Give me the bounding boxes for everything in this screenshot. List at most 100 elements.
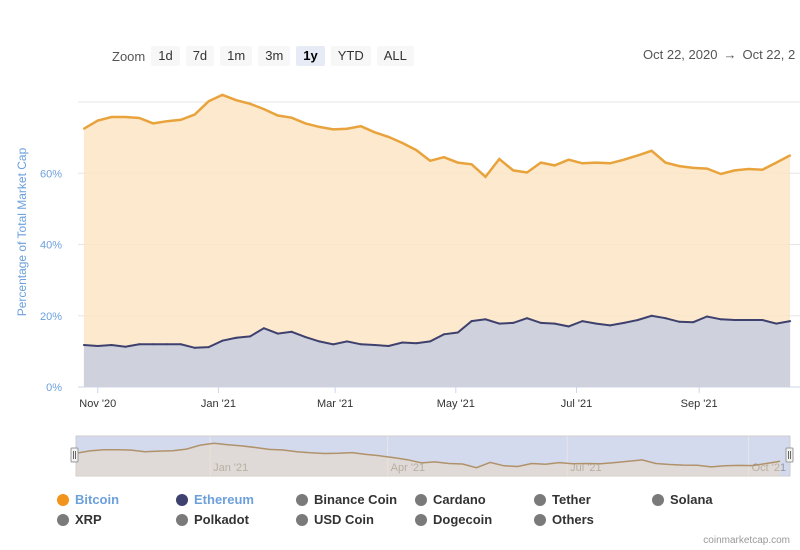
bitcoin-line [83, 93, 791, 179]
legend-item-solana[interactable]: Solana [652, 492, 713, 507]
ethereum-point [179, 343, 182, 346]
legend-item-usd-coin[interactable]: USD Coin [296, 512, 374, 527]
ethereum-point [761, 319, 764, 322]
ethereum-point [456, 331, 459, 334]
legend-item-binance-coin[interactable]: Binance Coin [296, 492, 397, 507]
ethereum-point [235, 336, 238, 339]
x-tick-label: Jan '21 [201, 398, 236, 410]
ethereum-area [83, 315, 791, 387]
bitcoin-point [484, 175, 487, 178]
credits[interactable]: coinmarketcap.com [703, 535, 790, 546]
navigator-right-handle[interactable] [785, 447, 794, 463]
bitcoin-point [415, 149, 418, 152]
ethereum-point [193, 346, 196, 349]
bitcoin-point [456, 161, 459, 164]
legend-label: Ethereum [194, 492, 254, 507]
legend-marker [415, 513, 427, 526]
bitcoin-point [276, 114, 279, 117]
zoom-3m-button[interactable]: 3m [258, 46, 291, 66]
ethereum-point [304, 336, 307, 339]
ethereum-point [359, 343, 362, 346]
bitcoin-point [789, 154, 792, 157]
x-tick-label: Jul '21 [561, 398, 592, 410]
legend-marker [176, 493, 188, 506]
bitcoin-point [622, 158, 625, 161]
ethereum-point [415, 342, 418, 345]
navigator-left-handle[interactable] [70, 447, 79, 463]
bitcoin-point [387, 135, 390, 138]
ethereum-point [650, 314, 653, 317]
legend-item-cardano[interactable]: Cardano [415, 492, 486, 507]
ethereum-point [262, 327, 265, 330]
ethereum-point [124, 345, 127, 348]
legend-label: Dogecoin [433, 512, 493, 527]
ethereum-point [664, 317, 667, 320]
bitcoin-point [526, 171, 529, 174]
x-tick-label: Nov '20 [79, 398, 116, 410]
bitcoin-area [83, 94, 791, 388]
zoom-ytd-button[interactable]: YTD [330, 46, 371, 66]
bitcoin-point [595, 161, 598, 164]
legend-item-ethereum[interactable]: Ethereum [176, 492, 254, 507]
zoom-bar: Zoom 1d 7d 1m 3m 1y YTD ALL [112, 46, 420, 66]
bitcoin-point [664, 161, 667, 164]
bitcoin-point [96, 119, 99, 122]
legend-label: Others [552, 512, 594, 527]
ethereum-point [622, 321, 625, 324]
zoom-1d-button[interactable]: 1d [151, 46, 180, 66]
legend-label: Tether [552, 492, 591, 507]
legend-marker [415, 493, 427, 506]
ethereum-point [82, 343, 85, 346]
bitcoin-point [609, 162, 612, 165]
zoom-1m-button[interactable]: 1m [220, 46, 253, 66]
legend-marker [296, 493, 308, 506]
legend-label: Binance Coin [314, 492, 398, 507]
bitcoin-point [124, 115, 127, 118]
legend-item-dogecoin[interactable]: Dogecoin [415, 512, 492, 527]
ethereum-point [484, 318, 487, 321]
bitcoin-point [359, 125, 362, 128]
legend-item-xrp[interactable]: XRP [57, 512, 102, 527]
bitcoin-point [706, 167, 709, 170]
zoom-1y-button[interactable]: 1y [296, 46, 325, 66]
legend-item-polkadot[interactable]: Polkadot [176, 512, 249, 527]
ethereum-point [429, 340, 432, 343]
legend-marker [652, 493, 664, 506]
ethereum-point [747, 319, 750, 322]
navigator-mask[interactable] [75, 435, 791, 477]
bitcoin-point [179, 118, 182, 121]
ethereum-point [387, 345, 390, 348]
ethereum-point [166, 343, 169, 346]
range-from-input[interactable]: Oct 22, 2020 [643, 47, 718, 62]
legend-label: Bitcoin [75, 492, 120, 507]
ethereum-point [692, 321, 695, 324]
ethereum-point [553, 322, 556, 325]
legend-marker [176, 513, 188, 526]
x-tick-label: May '21 [437, 398, 475, 410]
legend-item-tether[interactable]: Tether [534, 492, 591, 507]
zoom-7d-button[interactable]: 7d [185, 46, 215, 66]
ethereum-point [221, 339, 224, 342]
legend-label: Solana [670, 492, 713, 507]
bitcoin-point [429, 159, 432, 162]
legend-item-others[interactable]: Others [534, 512, 594, 527]
bitcoin-point [733, 169, 736, 172]
legend-label: XRP [75, 512, 102, 527]
legend-marker [57, 493, 69, 506]
zoom-all-button[interactable]: ALL [376, 46, 414, 66]
range-to-input[interactable]: Oct 22, 2 [742, 47, 796, 62]
bitcoin-point [470, 163, 473, 166]
legend-marker [534, 493, 546, 506]
range-arrow: → [723, 47, 737, 62]
y-tick-label: 60% [40, 168, 62, 180]
ethereum-point [110, 343, 113, 346]
bitcoin-point [678, 165, 681, 168]
legend-marker [296, 513, 308, 526]
ethereum-point [609, 324, 612, 327]
bitcoin-point [82, 127, 85, 130]
zoom-label: Zoom [112, 48, 146, 64]
ethereum-point [207, 346, 210, 349]
bitcoin-point [747, 167, 750, 170]
legend-item-bitcoin[interactable]: Bitcoin [57, 492, 119, 507]
